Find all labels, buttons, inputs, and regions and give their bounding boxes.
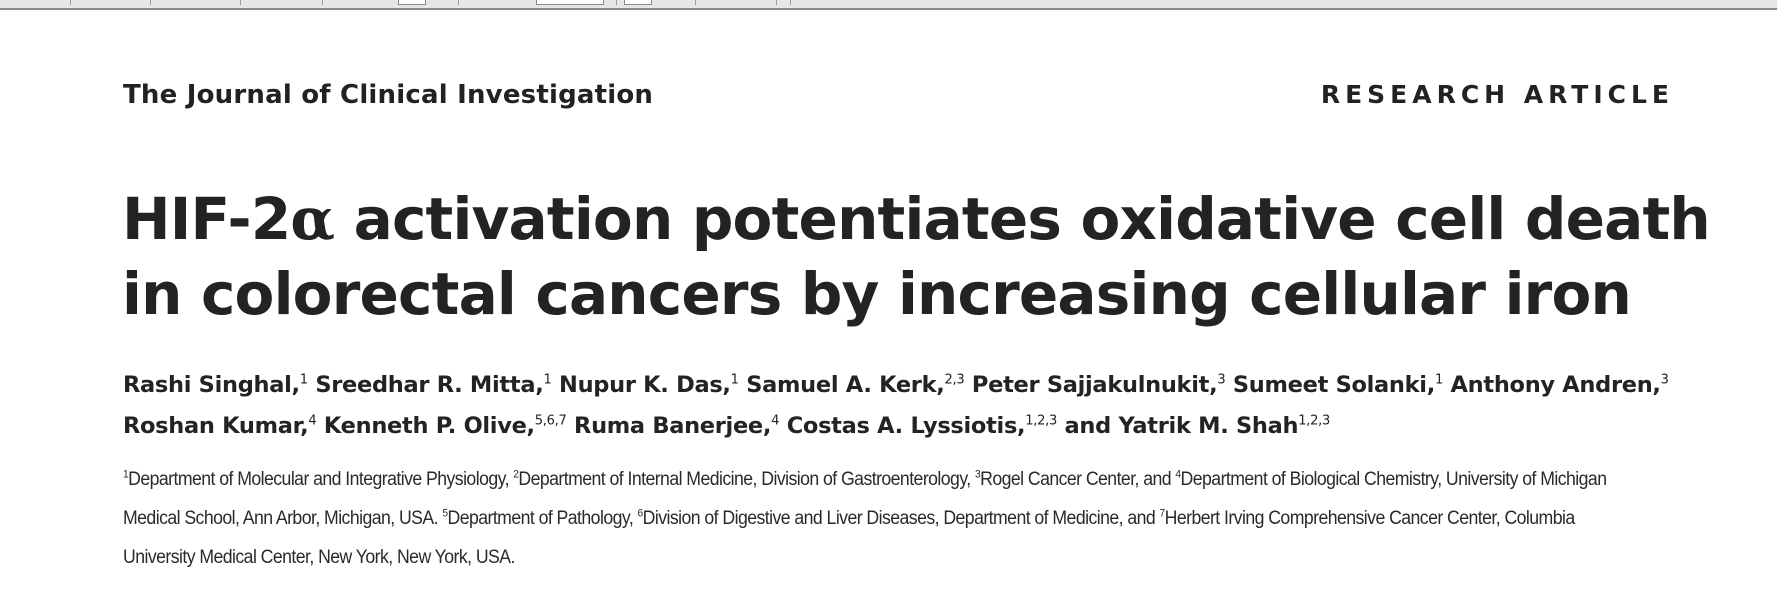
toolbar-separator: [458, 0, 459, 5]
title-alpha-symbol: α: [290, 185, 335, 253]
affiliation-line-1: 1Department of Molecular and Integrative…: [123, 460, 1607, 499]
author-line-1: Rashi Singhal,1 Sreedhar R. Mitta,1 Nupu…: [123, 365, 1683, 406]
affiliation-line-3: University Medical Center, New York, New…: [123, 538, 1574, 577]
affiliation-text: Medical School, Ann Arbor, Michigan, USA…: [123, 508, 443, 529]
affiliation-text: Division of Digestive and Liver Diseases…: [642, 508, 1160, 529]
author-affiliation-marker: 1,2,3: [1025, 413, 1057, 429]
author-affiliation-marker: 1: [730, 372, 739, 388]
title-text-suffix: activation potentiates oxidative cell de…: [334, 185, 1711, 253]
author-name: Samuel A. Kerk,: [746, 372, 945, 398]
title-text-prefix: HIF-2: [122, 185, 291, 253]
affiliation-marker: 6: [637, 507, 644, 520]
toolbar-zoom-box[interactable]: [536, 0, 604, 5]
author-name: Peter Sajjakulnukit,: [971, 372, 1218, 398]
affiliation-marker: 3: [974, 468, 981, 481]
author-name: Anthony Andren,: [1450, 372, 1661, 398]
toolbar-separator: [776, 0, 777, 5]
author-affiliation-marker: 1: [299, 372, 308, 388]
toolbar-separator: [70, 0, 71, 5]
affiliation-text: Rogel Cancer Center, and: [980, 469, 1176, 490]
author-name: Costas A. Lyssiotis,: [786, 413, 1026, 439]
author-list: Rashi Singhal,1 Sreedhar R. Mitta,1 Nupu…: [123, 365, 1683, 447]
author-affiliation-marker: 1,2,3: [1298, 413, 1330, 429]
author-affiliation-marker: 4: [308, 413, 317, 429]
author-affiliation-marker: 1: [543, 372, 552, 388]
affiliation-marker: 4: [1175, 468, 1181, 481]
author-name: Sumeet Solanki,: [1232, 372, 1435, 398]
toolbar-tool-box[interactable]: [624, 0, 652, 5]
toolbar-separator: [322, 0, 323, 5]
affiliation-marker: 2: [513, 468, 519, 481]
article-type-label: RESEARCH ARTICLE: [1320, 80, 1674, 109]
affiliation-text: Herbert Irving Comprehensive Cancer Cent…: [1164, 508, 1576, 529]
author-affiliation-marker: 2,3: [944, 372, 965, 388]
author-name: Rashi Singhal,: [123, 372, 300, 398]
author-affiliation-marker: 4: [771, 413, 780, 429]
affiliation-marker: 1: [123, 468, 129, 481]
toolbar-page-box[interactable]: [398, 0, 426, 5]
affiliation-text: University Medical Center, New York, New…: [123, 547, 515, 568]
affiliation-line-2: Medical School, Ann Arbor, Michigan, USA…: [123, 499, 1576, 538]
author-affiliation-marker: 1: [1434, 372, 1443, 388]
affiliation-text: Department of Internal Medicine, Divisio…: [518, 469, 975, 490]
affiliation-text: Department of Molecular and Integrative …: [128, 469, 514, 490]
toolbar-separator: [790, 0, 791, 5]
affiliation-text: Department of Biological Chemistry, Univ…: [1180, 469, 1607, 490]
author-affiliation-marker: 3: [1660, 372, 1669, 388]
author-name: Kenneth P. Olive,: [323, 413, 535, 439]
pdf-page: The Journal of Clinical Investigation RE…: [0, 10, 1777, 604]
author-name: Ruma Banerjee,: [574, 413, 772, 439]
affiliation-text: Department of Pathology,: [447, 508, 638, 529]
journal-name: The Journal of Clinical Investigation: [123, 80, 654, 110]
toolbar-separator: [150, 0, 151, 5]
toolbar-separator: [695, 0, 696, 5]
toolbar-separator: [240, 0, 241, 5]
author-affiliation-marker: 5,6,7: [534, 413, 567, 429]
article-title-line-2: in colorectal cancers by increasing cell…: [122, 260, 1632, 328]
affiliation-marker: 7: [1159, 507, 1165, 520]
affiliations: 1Department of Molecular and Integrative…: [123, 460, 1607, 577]
author-affiliation-marker: 3: [1217, 372, 1226, 388]
author-name: Sreedhar R. Mitta,: [315, 372, 544, 398]
article-title: HIF-2α activation potentiates oxidative …: [122, 182, 1711, 332]
pdf-viewer-toolbar-edge: [0, 0, 1777, 10]
toolbar-separator: [616, 0, 617, 5]
author-name: Nupur K. Das,: [559, 372, 731, 398]
author-line-2: Roshan Kumar,4 Kenneth P. Olive,5,6,7 Ru…: [123, 406, 1683, 447]
article-title-line-1: HIF-2α activation potentiates oxidative …: [122, 182, 1711, 257]
author-name: and Yatrik M. Shah: [1064, 413, 1299, 439]
author-name: Roshan Kumar,: [123, 413, 309, 439]
affiliation-marker: 5: [442, 507, 448, 520]
